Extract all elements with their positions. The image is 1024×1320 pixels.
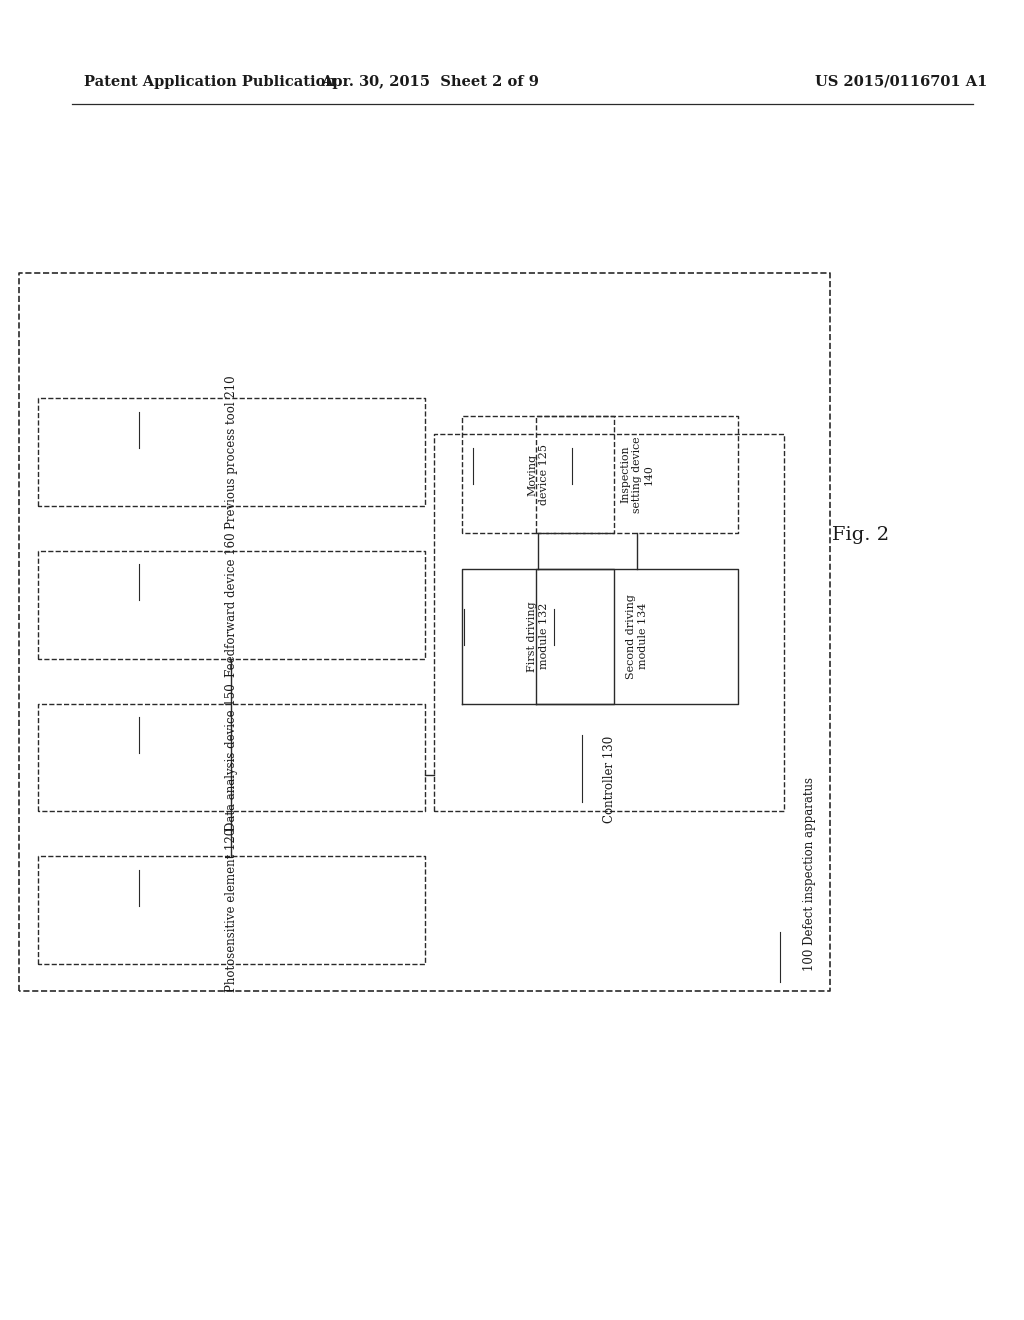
- Text: Fig. 2: Fig. 2: [831, 525, 889, 544]
- Text: 100 Defect inspection apparatus: 100 Defect inspection apparatus: [803, 777, 816, 972]
- Text: Inspection
setting device
140: Inspection setting device 140: [621, 437, 653, 513]
- Text: Apr. 30, 2015  Sheet 2 of 9: Apr. 30, 2015 Sheet 2 of 9: [322, 75, 539, 88]
- Text: Feedforward device 160: Feedforward device 160: [225, 532, 238, 677]
- Text: Controller 130: Controller 130: [603, 737, 615, 824]
- Text: US 2015/0116701 A1: US 2015/0116701 A1: [815, 75, 987, 88]
- Text: Previous process tool 210: Previous process tool 210: [225, 375, 238, 529]
- Text: Photosensitive element 120: Photosensitive element 120: [225, 828, 238, 993]
- Text: First driving
module 132: First driving module 132: [527, 601, 549, 672]
- Text: Patent Application Publication: Patent Application Publication: [84, 75, 336, 88]
- Text: Second driving
module 134: Second driving module 134: [626, 594, 648, 678]
- Text: Data analysis device 150: Data analysis device 150: [225, 684, 238, 832]
- Text: Moving
device 125: Moving device 125: [527, 444, 549, 506]
